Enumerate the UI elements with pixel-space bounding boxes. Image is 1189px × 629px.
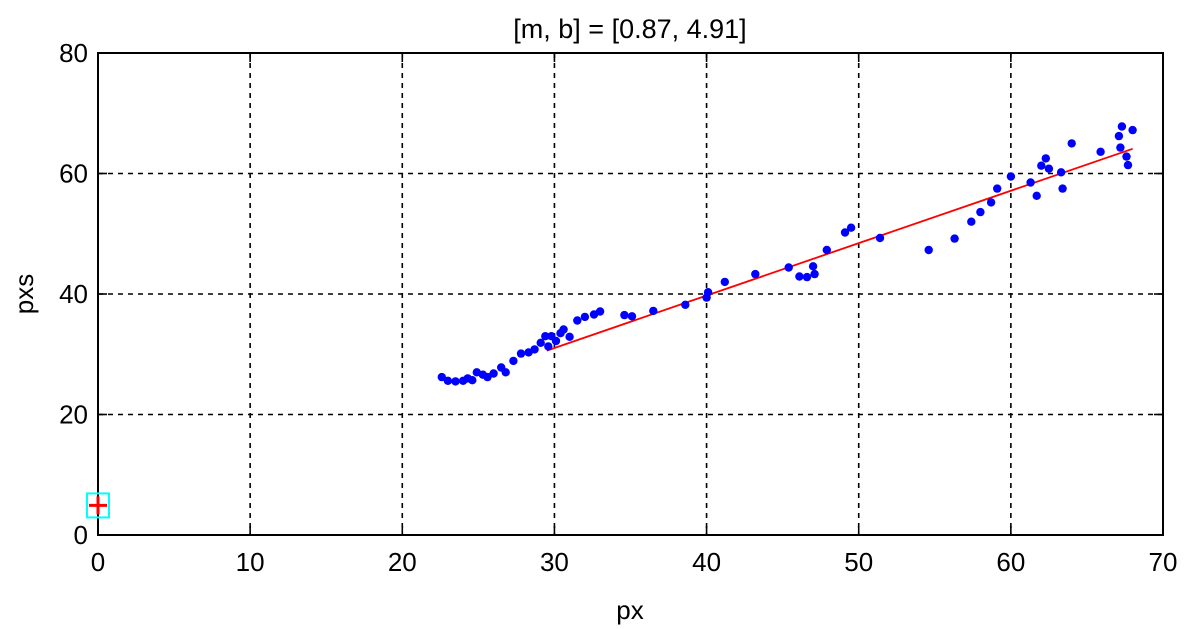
data-point — [559, 325, 568, 334]
data-point — [1114, 131, 1124, 141]
data-point — [483, 372, 492, 382]
data-point — [1122, 152, 1131, 161]
grid-lines — [98, 53, 1163, 535]
data-point — [468, 376, 477, 385]
data-point — [516, 349, 526, 358]
data-point — [795, 272, 804, 281]
data-point — [846, 223, 856, 232]
data-point — [620, 310, 629, 320]
axes — [97, 52, 1164, 536]
data-point — [840, 228, 850, 237]
data-point — [443, 376, 453, 385]
data-point — [1037, 161, 1046, 170]
data-point — [595, 307, 605, 316]
data-point — [986, 198, 996, 207]
data-point — [1116, 143, 1125, 152]
data-point — [627, 312, 637, 321]
data-point — [751, 269, 760, 279]
data-point — [1096, 147, 1105, 156]
data-point — [1056, 168, 1066, 177]
data-point — [967, 217, 976, 226]
intercept-marker-box — [86, 492, 110, 519]
data-point — [580, 312, 590, 322]
data-point — [1128, 125, 1137, 135]
data-point — [551, 336, 561, 346]
data-point — [1117, 122, 1127, 131]
data-point — [536, 338, 545, 347]
data-point — [451, 377, 460, 386]
chart-title: [m, b] = [0.87, 4.91] — [513, 14, 746, 44]
data-point — [1006, 172, 1016, 181]
data-point — [875, 233, 885, 243]
data-point — [489, 369, 498, 378]
data-point — [541, 332, 550, 341]
data-point — [1032, 191, 1041, 200]
data-point — [1067, 139, 1076, 148]
x-tick-label: 20 — [388, 547, 417, 577]
data-point — [565, 332, 574, 341]
data-point — [573, 316, 582, 325]
data-point — [681, 300, 690, 309]
x-tick-label: 50 — [844, 547, 873, 577]
data-points — [437, 122, 1137, 386]
fit-line — [546, 147, 1133, 352]
data-point — [501, 368, 510, 377]
data-point — [437, 372, 446, 382]
y-tick-label: 60 — [59, 159, 88, 189]
data-point — [703, 288, 713, 297]
y-tick-label: 80 — [59, 38, 88, 68]
data-point — [1044, 164, 1054, 173]
data-point — [810, 269, 819, 279]
y-tick-label: 0 — [74, 520, 88, 550]
y-tick-label: 20 — [59, 400, 88, 430]
data-point — [924, 245, 933, 255]
fit-lines — [546, 147, 1133, 352]
data-point — [993, 184, 1002, 193]
data-point — [1123, 160, 1133, 170]
x-tick-label: 70 — [1149, 547, 1178, 577]
tick-labels: 0 10 20 30 40 50 60 70 0 20 40 60 80 — [59, 38, 1177, 577]
data-point — [822, 245, 831, 255]
y-axis-title: pxs — [9, 274, 39, 314]
data-point — [976, 207, 985, 217]
data-point — [1026, 178, 1035, 187]
data-point — [720, 277, 729, 287]
x-tick-label: 10 — [236, 547, 265, 577]
data-point — [808, 262, 818, 271]
data-point — [950, 234, 959, 243]
x-axis-title: px — [616, 595, 643, 625]
x-tick-label: 0 — [91, 547, 105, 577]
x-tick-label: 60 — [996, 547, 1025, 577]
data-point — [649, 306, 658, 316]
y-tick-label: 40 — [59, 279, 88, 309]
markers — [86, 492, 110, 519]
data-point — [530, 345, 539, 354]
data-point — [1041, 154, 1051, 163]
data-point — [802, 272, 812, 282]
data-point — [509, 356, 518, 366]
data-point — [1058, 184, 1067, 193]
x-tick-label: 30 — [540, 547, 569, 577]
data-point — [544, 342, 553, 351]
x-tick-label: 40 — [692, 547, 721, 577]
data-point — [784, 263, 793, 272]
